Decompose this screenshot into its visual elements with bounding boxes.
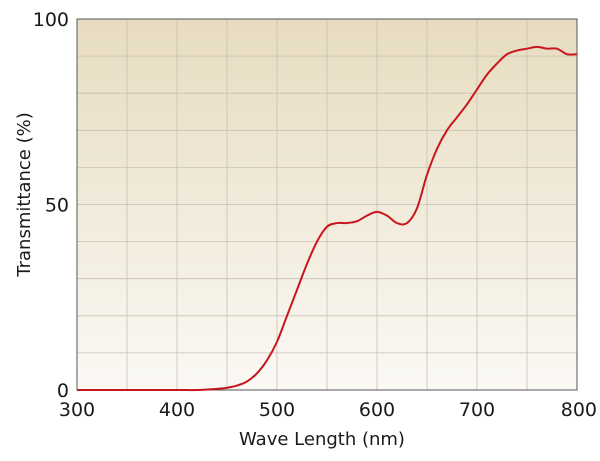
y-axis-title: Transmittance (%)	[14, 112, 35, 278]
x-tick-label: 600	[359, 399, 395, 421]
plot-frame	[76, 18, 578, 391]
x-tick-label: 400	[159, 399, 195, 421]
y-tick-label: 50	[45, 195, 69, 217]
x-axis-title: Wave Length (nm)	[239, 429, 405, 450]
transmittance-curve	[77, 45, 578, 392]
y-tick-label: 0	[57, 380, 69, 402]
x-tick-label: 800	[561, 399, 597, 421]
y-tick-label: 100	[33, 9, 69, 31]
grid-lines	[77, 19, 577, 390]
y-tick-labels: 0 50 100	[33, 9, 69, 402]
x-tick-labels: 300 400 500 600 700 800	[59, 399, 597, 421]
x-tick-label: 300	[59, 399, 95, 421]
x-tick-label: 700	[459, 399, 495, 421]
x-tick-label: 500	[259, 399, 295, 421]
